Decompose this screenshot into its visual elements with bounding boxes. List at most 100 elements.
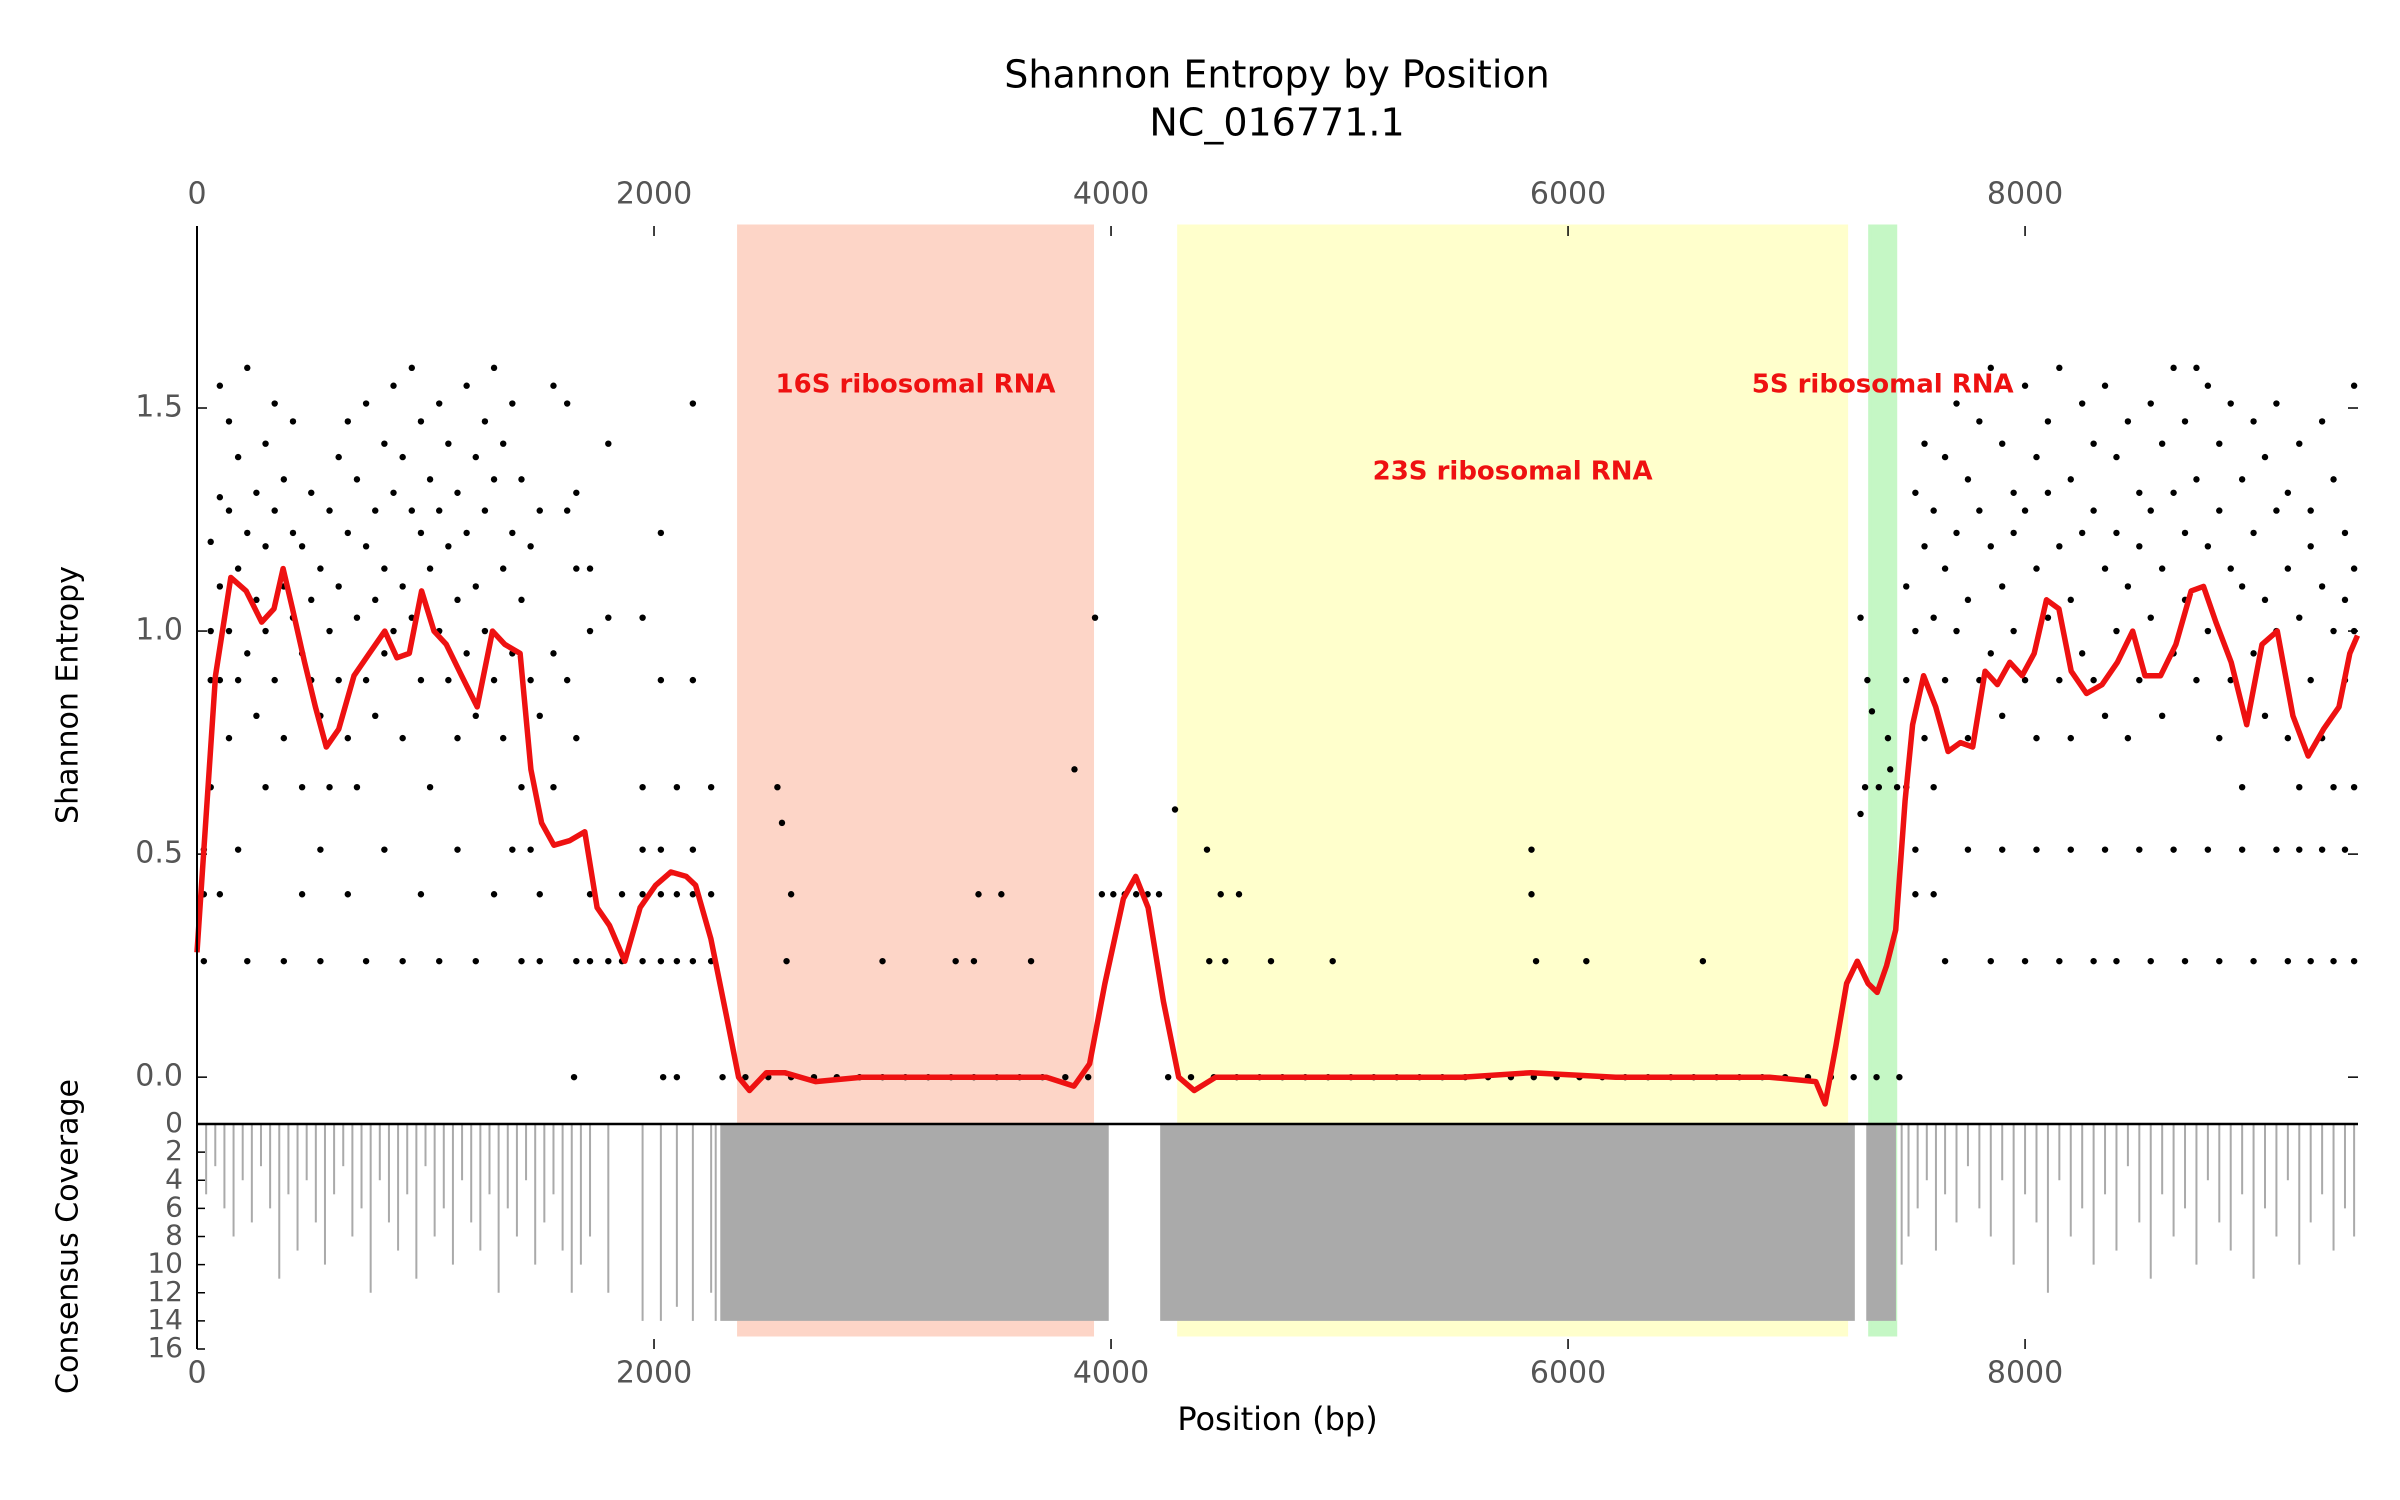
scatter-point (362, 400, 370, 407)
scatter-point (2033, 453, 2040, 461)
y-axis-label: Shannon Entropy (51, 566, 86, 824)
scatter-point (2113, 627, 2120, 635)
scatter-point (271, 676, 278, 684)
scatter-point (280, 734, 288, 742)
scatter-point (2261, 596, 2269, 604)
coverage-spike (691, 1124, 694, 1321)
coverage-spike (406, 1124, 409, 1195)
scatter-point (1857, 614, 1864, 621)
scatter-point (253, 596, 260, 604)
coverage-spike (323, 1124, 326, 1265)
scatter-point (2227, 565, 2234, 572)
scatter-point (271, 400, 278, 407)
scatter-point (2021, 957, 2029, 965)
coverage-spike (2126, 1124, 2129, 1167)
coverage-spike (2149, 1124, 2152, 1279)
scatter-point (1329, 957, 1336, 965)
scatter-point (2330, 783, 2337, 791)
scatter-point (1976, 507, 1983, 514)
scatter-point (298, 891, 306, 898)
scatter-point (689, 400, 697, 407)
scatter-point (262, 440, 269, 447)
coverage-spike (278, 1124, 281, 1279)
scatter-point (2067, 596, 2074, 604)
scatter-point (207, 676, 214, 684)
scatter-point (563, 507, 571, 514)
scatter-point (289, 418, 297, 425)
scatter-point (2204, 543, 2212, 550)
coverage-spike (387, 1124, 390, 1223)
coverage-spike (714, 1124, 717, 1321)
scatter-point (2307, 507, 2314, 514)
scatter-point (1912, 846, 1919, 853)
scatter-point (1953, 627, 1960, 635)
coverage-spike (2286, 1124, 2289, 1181)
scatter-point (657, 957, 665, 965)
coverage-spike (2309, 1124, 2312, 1223)
scatter-point (1267, 957, 1275, 965)
scatter-point (234, 846, 242, 853)
scatter-point (344, 418, 352, 425)
scatter-point (2284, 957, 2292, 965)
scatter-point (1203, 846, 1211, 853)
coverage-spike (451, 1124, 454, 1265)
scatter-point (426, 476, 434, 483)
scatter-point (879, 957, 886, 965)
coverage-block (1160, 1124, 1855, 1321)
scatter-point (500, 734, 507, 742)
scatter-point (2341, 529, 2349, 537)
scatter-point (2056, 676, 2063, 684)
scatter-point (659, 1073, 667, 1081)
scatter-point (2350, 783, 2358, 791)
scatter-point (2124, 734, 2132, 742)
scatter-point (2181, 529, 2189, 537)
scatter-point (2250, 418, 2257, 425)
scatter-point (362, 676, 370, 684)
coverage-spike (2001, 1124, 2004, 1181)
scatter-point (1999, 583, 2006, 590)
scatter-point (262, 627, 269, 635)
scatter-point (1187, 1073, 1195, 1081)
coverage-spike (424, 1124, 427, 1167)
scatter-point (2318, 846, 2326, 853)
scatter-point (500, 565, 507, 572)
scatter-point (2136, 676, 2143, 684)
scatter-point (1987, 364, 1994, 372)
coverage-spike (1925, 1124, 1928, 1181)
scatter-point (344, 891, 352, 898)
scatter-point (673, 891, 681, 898)
scatter-point (2136, 489, 2143, 496)
scatter-point (408, 507, 415, 514)
scatter-point (2238, 476, 2246, 483)
scatter-point (2033, 565, 2040, 572)
y-tick-label: 14 (147, 1303, 183, 1336)
scatter-point (2021, 382, 2029, 389)
coverage-spike (1916, 1124, 1919, 1209)
scatter-point (390, 489, 397, 496)
y-tick-label: 4 (165, 1162, 183, 1195)
scatter-point (586, 891, 594, 898)
scatter-point (1930, 783, 1937, 791)
scatter-point (335, 676, 342, 684)
scatter-point (490, 891, 498, 898)
scatter-point (509, 846, 516, 853)
scatter-point (1873, 1073, 1880, 1081)
coverage-spike (2138, 1124, 2141, 1223)
scatter-point (2284, 489, 2292, 496)
scatter-point (2350, 565, 2358, 572)
scatter-point (1903, 676, 1910, 684)
scatter-point (2330, 476, 2337, 483)
scatter-point (550, 650, 557, 657)
scatter-point (216, 494, 224, 501)
scatter-point (586, 957, 594, 965)
coverage-spike (2081, 1124, 2084, 1209)
scatter-point (490, 364, 498, 372)
coverage-spike (1907, 1124, 1910, 1237)
x-tick-label-top: 4000 (1073, 177, 1149, 212)
scatter-point (2238, 583, 2246, 590)
scatter-point (436, 507, 443, 514)
y-tick-label: 0.0 (135, 1059, 183, 1094)
scatter-point (1930, 507, 1937, 514)
y-tick-label: 8 (165, 1219, 183, 1252)
scatter-point (1921, 440, 1928, 447)
